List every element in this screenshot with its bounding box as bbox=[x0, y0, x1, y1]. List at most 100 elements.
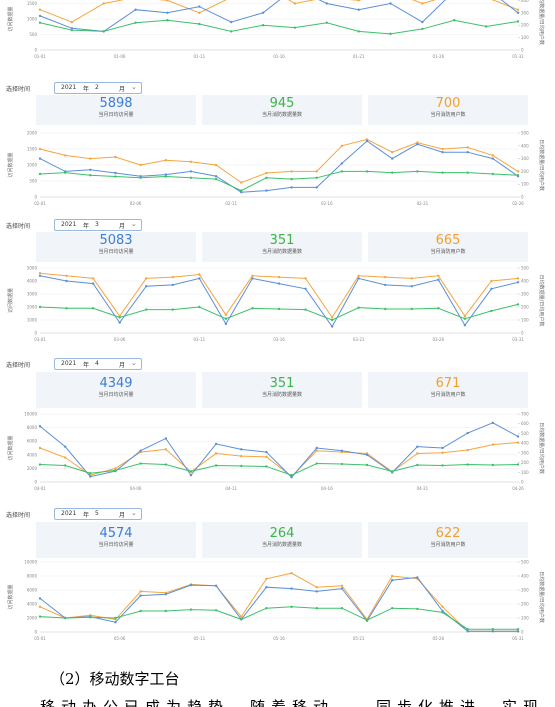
data-point bbox=[491, 154, 495, 157]
stat-label: 当月日均访问量 bbox=[98, 112, 134, 118]
x-tick-label: 01-21 bbox=[353, 54, 365, 59]
data-point bbox=[189, 176, 193, 179]
y-tick-label: 500 bbox=[29, 32, 37, 37]
y2-tick-label: 200 bbox=[521, 169, 529, 174]
data-point bbox=[240, 454, 243, 458]
data-point bbox=[491, 421, 495, 425]
data-point bbox=[240, 181, 243, 184]
data-point bbox=[516, 441, 520, 444]
y2-tick-label: 100 bbox=[521, 35, 529, 40]
data-point bbox=[114, 155, 117, 159]
data-point bbox=[466, 431, 469, 435]
data-point bbox=[114, 469, 117, 472]
filter-box[interactable]: 2021 年 2 月 ⌄ bbox=[54, 82, 142, 94]
data-point bbox=[164, 593, 167, 596]
data-point bbox=[251, 307, 254, 310]
data-point bbox=[315, 586, 318, 589]
y2-tick-label: 500 bbox=[521, 431, 529, 436]
data-point bbox=[441, 605, 444, 608]
data-point bbox=[70, 28, 74, 32]
y-tick-label: 3000 bbox=[27, 292, 38, 297]
data-point bbox=[189, 608, 193, 611]
x-tick-label: 05-11 bbox=[194, 636, 206, 641]
data-point bbox=[63, 456, 67, 459]
y-tick-label: 2000 bbox=[27, 131, 38, 136]
data-point bbox=[490, 287, 493, 290]
stat-card: 4349 当月日均访问量 bbox=[36, 372, 196, 408]
data-point bbox=[145, 277, 148, 280]
y2-tick-label: 200 bbox=[521, 460, 529, 465]
data-point bbox=[38, 425, 42, 428]
data-point bbox=[463, 317, 467, 320]
data-point bbox=[389, 2, 392, 5]
data-point bbox=[466, 463, 469, 466]
y2-tick-label: 0 bbox=[521, 480, 524, 485]
y2-tick-label: 400 bbox=[521, 0, 529, 3]
data-point bbox=[516, 8, 520, 11]
data-point bbox=[38, 147, 42, 151]
y2-tick-label: 300 bbox=[521, 10, 529, 15]
data-point bbox=[139, 594, 142, 597]
filter-box[interactable]: 2021 年 5 月 ⌄ bbox=[54, 508, 142, 520]
data-point bbox=[38, 272, 42, 275]
filter-box[interactable]: 2021 年 4 月 ⌄ bbox=[54, 358, 142, 370]
y2-axis-title: 日均数据量/日均用户数 bbox=[538, 571, 545, 623]
data-point bbox=[516, 463, 520, 466]
x-tick-label: 04-21 bbox=[417, 486, 429, 491]
stat-card: 4574 当月日均访问量 bbox=[36, 522, 196, 558]
data-point bbox=[65, 279, 68, 283]
data-point bbox=[304, 287, 307, 290]
stat-value: 264 bbox=[269, 526, 295, 541]
y-tick-label: 6000 bbox=[27, 439, 38, 444]
stat-value: 671 bbox=[435, 376, 461, 391]
x-tick-label: 02-11 bbox=[225, 201, 237, 206]
y2-axis-title: 日均数据量/日均用户数 bbox=[538, 422, 545, 474]
filter-month-unit: 月 bbox=[119, 362, 126, 369]
y-tick-label: 10000 bbox=[24, 560, 37, 565]
series-line bbox=[39, 576, 518, 632]
data-point bbox=[463, 314, 467, 318]
data-point bbox=[198, 22, 201, 26]
data-point bbox=[290, 474, 293, 477]
stat-label: 当月日均访问量 bbox=[98, 542, 134, 548]
data-point bbox=[134, 8, 137, 11]
y2-tick-label: 100 bbox=[521, 182, 529, 187]
stat-label: 当月消防数据量数 bbox=[261, 392, 302, 398]
x-tick-label: 01-26 bbox=[433, 54, 445, 59]
y2-axis-title: 日均数据量/日均用户数 bbox=[538, 139, 545, 191]
data-point bbox=[38, 14, 42, 18]
data-point bbox=[214, 452, 218, 455]
data-point bbox=[484, 25, 488, 28]
x-tick-label: 04-01 bbox=[34, 486, 46, 491]
data-point bbox=[416, 445, 419, 448]
stat-card: 665 当月消防用户数 bbox=[368, 232, 528, 262]
stat-value: 5898 bbox=[99, 96, 133, 111]
data-point bbox=[466, 171, 469, 174]
dropdown-arrow: ⌄ bbox=[131, 83, 137, 91]
stat-card: 622 当月消防用户数 bbox=[368, 522, 528, 558]
data-point bbox=[224, 322, 228, 326]
data-point bbox=[293, 2, 297, 5]
data-point bbox=[466, 448, 469, 452]
data-point bbox=[251, 277, 254, 280]
data-point bbox=[214, 609, 218, 612]
data-point bbox=[340, 449, 344, 452]
filter-box[interactable]: 2021 年 3 月 ⌄ bbox=[54, 219, 142, 231]
data-point bbox=[261, 11, 265, 14]
data-point bbox=[38, 463, 42, 466]
data-point bbox=[466, 151, 469, 154]
x-tick-label: 04-06 bbox=[130, 486, 142, 491]
data-point bbox=[391, 157, 394, 160]
y-tick-label: 0 bbox=[34, 48, 37, 53]
data-point bbox=[340, 584, 344, 587]
y2-tick-label: 300 bbox=[521, 156, 529, 161]
data-point bbox=[357, 306, 360, 309]
y-tick-label: 2000 bbox=[27, 305, 38, 310]
data-point bbox=[38, 157, 42, 160]
data-point bbox=[171, 275, 174, 279]
y2-tick-label: 600 bbox=[521, 421, 529, 426]
data-point bbox=[102, 2, 105, 5]
x-tick-label: 04-11 bbox=[225, 486, 237, 491]
data-point bbox=[166, 19, 169, 22]
data-point bbox=[365, 618, 369, 622]
